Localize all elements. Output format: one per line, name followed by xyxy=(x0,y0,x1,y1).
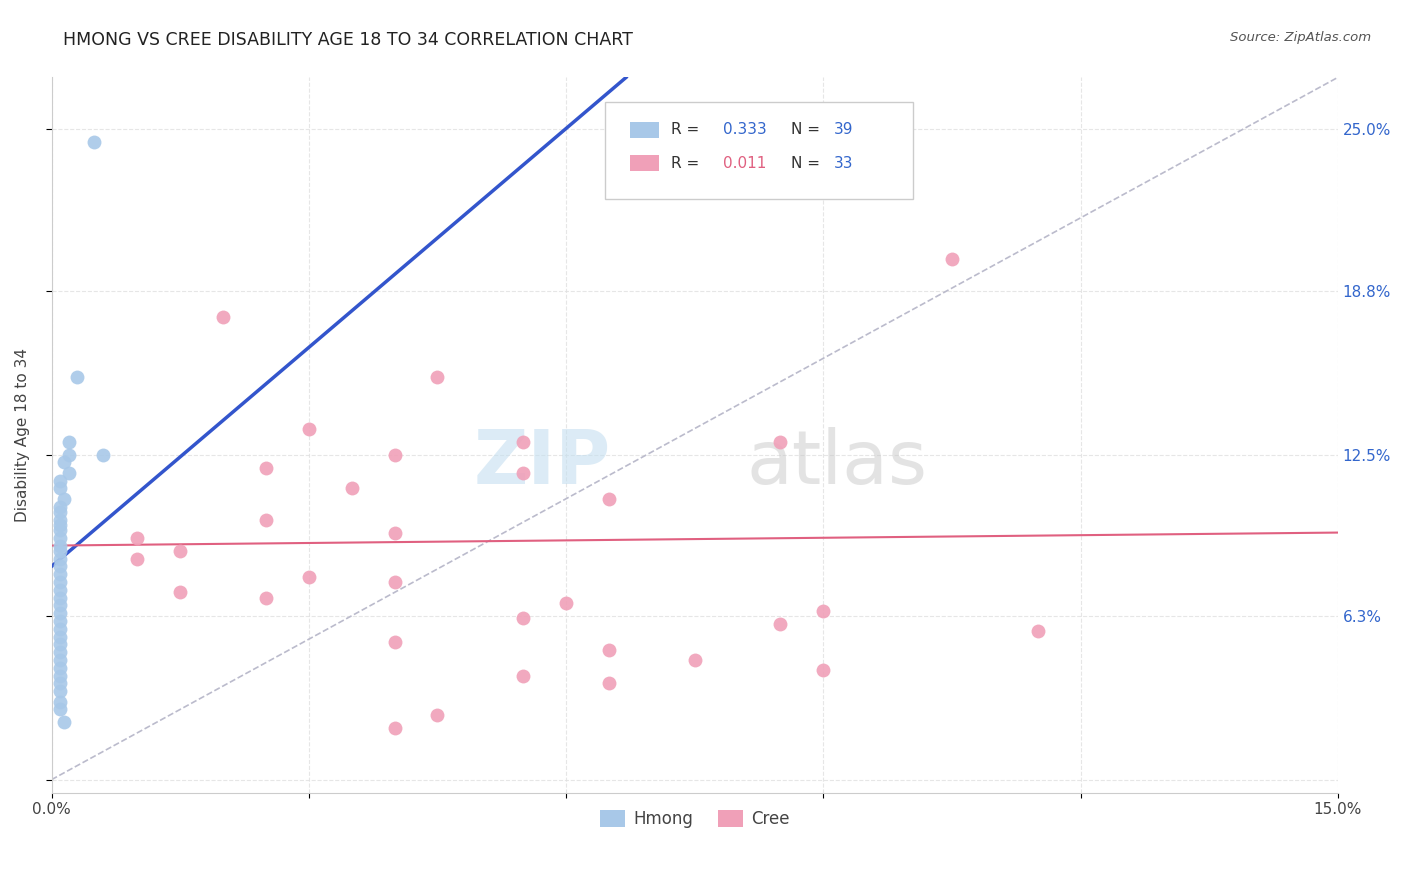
Point xyxy=(49,523,72,537)
Point xyxy=(49,567,72,582)
Point xyxy=(598,676,620,690)
Point xyxy=(813,604,835,618)
Point xyxy=(254,460,277,475)
Point xyxy=(169,585,191,599)
Text: 33: 33 xyxy=(834,156,853,170)
Legend: Hmong, Cree: Hmong, Cree xyxy=(593,803,796,834)
Point xyxy=(49,684,72,698)
Point xyxy=(512,668,534,682)
Point xyxy=(49,637,72,651)
Point xyxy=(49,559,72,574)
Point xyxy=(49,653,72,667)
Point xyxy=(426,707,449,722)
Text: atlas: atlas xyxy=(747,427,927,500)
Point xyxy=(298,421,321,435)
Point xyxy=(58,466,80,480)
Point xyxy=(49,614,72,628)
Point xyxy=(49,531,72,545)
Text: 39: 39 xyxy=(834,122,853,137)
Text: R =: R = xyxy=(672,122,704,137)
Point xyxy=(127,531,149,545)
Point xyxy=(49,606,72,620)
Point xyxy=(127,551,149,566)
Point xyxy=(512,466,534,480)
Point xyxy=(66,369,89,384)
Point xyxy=(598,642,620,657)
Point xyxy=(169,543,191,558)
Point xyxy=(512,434,534,449)
Point xyxy=(254,591,277,605)
FancyBboxPatch shape xyxy=(630,155,658,171)
Point xyxy=(813,664,835,678)
Y-axis label: Disability Age 18 to 34: Disability Age 18 to 34 xyxy=(15,348,30,522)
Text: HMONG VS CREE DISABILITY AGE 18 TO 34 CORRELATION CHART: HMONG VS CREE DISABILITY AGE 18 TO 34 CO… xyxy=(63,31,633,49)
Text: 0.333: 0.333 xyxy=(723,122,766,137)
Point xyxy=(212,310,235,324)
Text: ZIP: ZIP xyxy=(474,427,612,500)
Point xyxy=(49,676,72,690)
Point xyxy=(49,517,72,532)
Point xyxy=(58,434,80,449)
Point xyxy=(83,136,105,150)
Point xyxy=(769,434,792,449)
Point xyxy=(340,481,363,495)
Point xyxy=(49,551,72,566)
Point xyxy=(555,596,578,610)
FancyBboxPatch shape xyxy=(605,103,914,199)
Point xyxy=(512,611,534,625)
Point xyxy=(426,369,449,384)
Point xyxy=(254,512,277,526)
Point xyxy=(49,645,72,659)
Point xyxy=(49,622,72,636)
FancyBboxPatch shape xyxy=(630,122,658,137)
Point xyxy=(49,599,72,613)
Point xyxy=(384,574,406,589)
Point xyxy=(683,653,706,667)
Point xyxy=(49,591,72,605)
Text: Source: ZipAtlas.com: Source: ZipAtlas.com xyxy=(1230,31,1371,45)
Point xyxy=(49,512,72,526)
Point xyxy=(49,582,72,597)
Point xyxy=(49,661,72,675)
Point xyxy=(53,455,76,469)
Point xyxy=(49,702,72,716)
Point xyxy=(49,668,72,682)
Point xyxy=(58,448,80,462)
Point xyxy=(49,543,72,558)
Point xyxy=(49,574,72,589)
Point xyxy=(49,505,72,519)
Point xyxy=(384,635,406,649)
Point xyxy=(598,491,620,506)
Point xyxy=(49,500,72,514)
Point xyxy=(384,525,406,540)
Text: N =: N = xyxy=(792,122,825,137)
Point xyxy=(941,252,963,267)
Point xyxy=(384,721,406,735)
Point xyxy=(49,630,72,644)
Point xyxy=(49,695,72,709)
Point xyxy=(1026,624,1049,639)
Point xyxy=(49,474,72,488)
Point xyxy=(53,715,76,730)
Point xyxy=(49,481,72,495)
Point xyxy=(49,539,72,553)
Point xyxy=(91,448,114,462)
Text: R =: R = xyxy=(672,156,704,170)
Point xyxy=(384,448,406,462)
Text: 0.011: 0.011 xyxy=(723,156,766,170)
Point xyxy=(53,491,76,506)
Text: N =: N = xyxy=(792,156,825,170)
Point xyxy=(298,570,321,584)
Point xyxy=(769,616,792,631)
